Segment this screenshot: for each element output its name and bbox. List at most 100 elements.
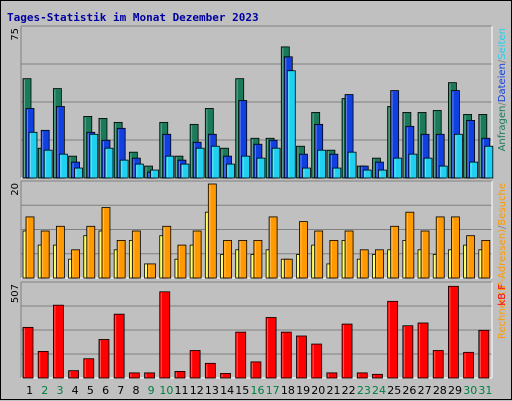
bar-kbf — [98, 339, 110, 379]
bar-besuche — [55, 225, 65, 279]
bar-besuche — [481, 239, 491, 279]
bar-kbf — [235, 331, 247, 379]
chart-title: Tages-Statistik im Monat Dezember 2023 — [7, 11, 259, 24]
bar-kbf — [311, 343, 323, 379]
bar-besuche — [344, 230, 354, 279]
day-label: 7 — [117, 384, 124, 397]
day-label: 23 — [357, 384, 371, 397]
day-label: 16 — [251, 384, 265, 397]
bar-besuche — [359, 249, 369, 279]
day-label: 13 — [205, 384, 219, 397]
bar-besuche — [101, 207, 111, 279]
bar-besuche — [466, 235, 476, 279]
bar-seiten — [134, 163, 144, 179]
day-label: 8 — [132, 384, 139, 397]
bar-besuche — [253, 239, 263, 279]
day-label: 9 — [148, 384, 155, 397]
bar-kbf — [417, 322, 429, 379]
day-label: 2 — [41, 384, 48, 397]
bar-besuche — [192, 230, 202, 279]
day-labels: 1 2 3 4 5 6 7 8 9 10 11 12 13 14 15 16 17 18 19 20 21 22 23 24 2… — [26, 384, 492, 397]
legend-entry: Anfragen — [497, 106, 508, 152]
bar-seiten — [393, 157, 403, 179]
bar-seiten — [150, 169, 159, 179]
panel-visits: 20 Rechner (IP-Adressen)/Besuche — [10, 180, 508, 339]
bar-kbf — [250, 361, 262, 379]
day-label: 4 — [72, 384, 79, 397]
bar-seiten — [408, 153, 418, 179]
bar-seiten — [165, 155, 175, 179]
bar-seiten — [317, 149, 327, 179]
bar-besuche — [40, 230, 50, 279]
bar-kbf — [448, 285, 459, 379]
bar-besuche — [405, 211, 415, 279]
day-label: 24 — [372, 384, 386, 397]
day-label: 27 — [418, 384, 432, 397]
chart-panels: 75 Anfragen/Dateien/Seiten 20 Rechner (IP-A… — [10, 25, 508, 379]
bar-besuche — [131, 230, 141, 279]
y-max-label: 75 — [10, 28, 21, 41]
bar-besuche — [223, 239, 232, 279]
legend-entry: kB F — [497, 284, 508, 306]
day-label: 6 — [102, 384, 109, 397]
bar-kbf — [37, 351, 49, 379]
bar-kbf — [341, 323, 353, 379]
bar-seiten — [271, 147, 281, 179]
panel-legend: Anfragen/Dateien/Seiten — [497, 28, 508, 151]
panel-kbytes: 507 kB F — [10, 281, 508, 379]
day-label: 18 — [281, 384, 295, 397]
legend-entry: / — [497, 102, 508, 106]
bar-besuche — [314, 230, 324, 279]
day-label: 26 — [402, 384, 416, 397]
bar-seiten — [43, 149, 53, 179]
y-max-label: 20 — [10, 183, 21, 196]
bar-besuche — [420, 230, 430, 279]
bar-kbf — [356, 372, 368, 379]
legend-entry: Rechner — [497, 297, 508, 339]
bar-besuche — [25, 216, 35, 279]
bar-kbf — [128, 372, 140, 379]
day-label: 12 — [190, 384, 204, 397]
bar-seiten — [256, 157, 266, 179]
day-label: 20 — [311, 384, 325, 397]
bar-kbf — [220, 373, 231, 379]
legend-entry: (IP-Adressen) — [497, 229, 508, 298]
day-label: 14 — [220, 384, 234, 397]
bar-seiten — [302, 167, 311, 179]
day-label: 15 — [235, 384, 249, 397]
bar-seiten — [484, 145, 494, 179]
bar-besuche — [177, 244, 187, 279]
day-label: 25 — [387, 384, 401, 397]
bar-besuche — [390, 225, 400, 279]
bar-besuche — [329, 239, 339, 279]
bar-seiten — [332, 167, 342, 179]
bar-kbf — [387, 300, 399, 379]
bar-kbf — [83, 358, 95, 379]
bar-seiten — [180, 163, 190, 179]
bar-besuche — [116, 239, 126, 279]
bar-besuche — [86, 225, 96, 279]
legend-entry: Besuche — [497, 183, 508, 226]
bar-kbf — [22, 326, 34, 379]
bar-kbf — [463, 351, 475, 379]
bar-besuche — [451, 216, 460, 279]
day-label: 21 — [326, 384, 340, 397]
day-label: 19 — [296, 384, 310, 397]
panel-legend: Rechner (IP-Adressen)/Besuche — [497, 183, 508, 339]
bar-seiten — [210, 145, 220, 179]
bar-kbf — [68, 370, 79, 379]
bar-kbf — [174, 370, 186, 379]
day-label: 3 — [56, 384, 63, 397]
day-label: 5 — [87, 384, 94, 397]
bar-besuche — [375, 249, 384, 279]
day-label: 30 — [463, 384, 477, 397]
bar-seiten — [89, 133, 99, 179]
panel-requests: 75 Anfragen/Dateien/Seiten — [10, 25, 508, 179]
bar-kbf — [296, 335, 307, 379]
bar-kbf — [402, 325, 414, 379]
bar-seiten — [119, 159, 129, 179]
bar-kbf — [432, 350, 444, 379]
bar-kbf — [265, 317, 277, 379]
bar-besuche — [435, 216, 445, 279]
